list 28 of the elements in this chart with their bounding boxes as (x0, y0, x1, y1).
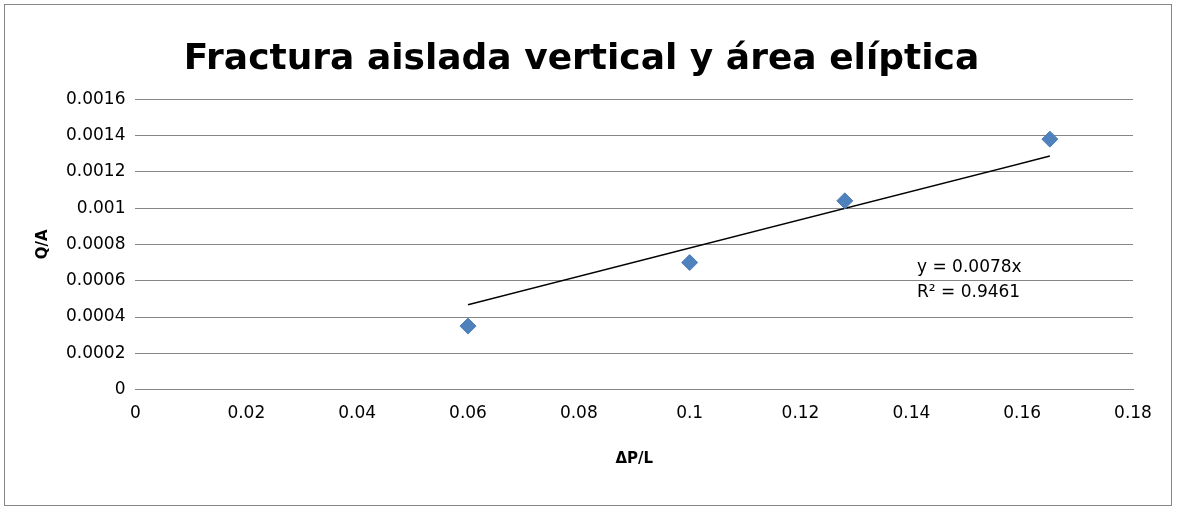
x-tick-label: 0.1 (676, 402, 704, 423)
y-tick-label: 0 (114, 378, 126, 399)
y-tick-label: 0.0014 (66, 123, 126, 144)
y-tick-label: 0.0016 (66, 87, 126, 108)
point (836, 192, 854, 210)
x-tick-label: 0.18 (1114, 402, 1152, 423)
x-tick-label: 0.02 (227, 402, 266, 423)
y-tick-label: 0.0008 (66, 232, 126, 253)
x-tick-label: 0.04 (338, 402, 377, 423)
x-tick-label: 0.16 (1003, 402, 1042, 423)
x-tick-label: 0 (130, 402, 141, 423)
x-axis-title: ΔP/L (615, 448, 654, 467)
x-tick-label: 0.12 (781, 402, 820, 423)
y-tick-label: 0.0012 (66, 160, 126, 181)
y-axis-title: Q/A (32, 229, 51, 260)
point (459, 317, 477, 335)
y-tick-label: 0.0006 (66, 269, 126, 290)
chart-title: Fractura aislada vertical y área elíptica (183, 35, 980, 77)
annotation: y = 0.0078x (917, 255, 1022, 278)
annotation: R² = 0.9461 (917, 280, 1022, 303)
x-tick-label: 0.14 (892, 402, 931, 423)
y-tick-label: 0.0004 (66, 305, 126, 326)
point (1041, 130, 1059, 148)
x-tick-label: 0.06 (449, 402, 487, 423)
point (681, 254, 699, 272)
y-tick-label: 0.0002 (66, 341, 126, 362)
x-tick-label: 0.08 (559, 402, 598, 423)
y-tick-label: 0.001 (76, 196, 126, 217)
